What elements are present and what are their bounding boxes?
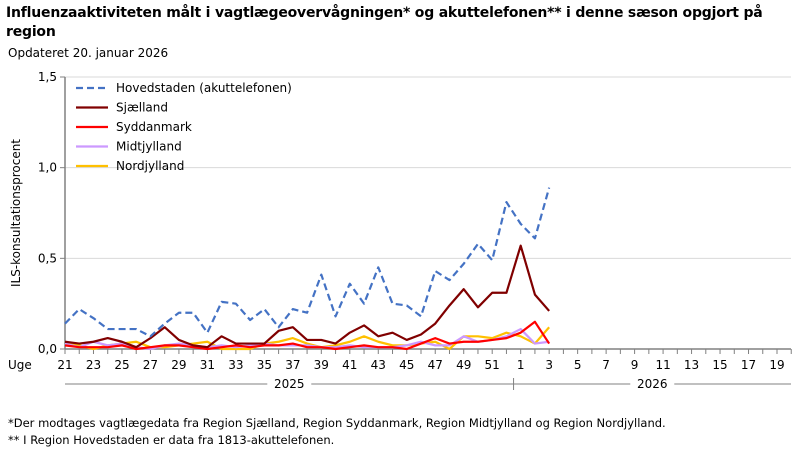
x-tick-label: 11: [655, 358, 670, 372]
y-tick-label: 1,0: [38, 161, 57, 175]
chart-title: Influenzaaktiviteten målt i vagtlægeover…: [6, 5, 763, 40]
x-tick-label: 39: [314, 358, 329, 372]
x-tick-label: 23: [86, 358, 101, 372]
x-tick-label: 27: [143, 358, 158, 372]
x-tick-label: 25: [114, 358, 129, 372]
series-line-nordjylland: [64, 326, 550, 351]
year-label: 2026: [637, 377, 668, 391]
x-tick-label: 17: [741, 358, 756, 372]
series-line-hovedstaden: [64, 187, 551, 338]
x-tick-label: 43: [371, 358, 386, 372]
legend-label: Nordjylland: [116, 159, 184, 173]
x-tick-label: 33: [228, 358, 243, 372]
x-tick-label: 31: [200, 358, 215, 372]
x-tick-label: 37: [285, 358, 300, 372]
x-tick-label: 13: [684, 358, 699, 372]
x-tick-label: 9: [631, 358, 639, 372]
year-label-bg: [267, 376, 312, 392]
y-tick-label: 1,5: [38, 70, 57, 84]
x-tick-label: 5: [574, 358, 582, 372]
x-tick-label: 3: [545, 358, 553, 372]
x-tick-label: 49: [456, 358, 471, 372]
legend-label: Sjælland: [116, 101, 168, 115]
x-tick-label: 47: [428, 358, 443, 372]
series-line-sjælland: [64, 244, 550, 349]
x-tick-label: 15: [712, 358, 727, 372]
y-tick-label: 0,0: [38, 342, 57, 356]
y-tick-label: 0,5: [38, 251, 57, 265]
year-label: 2025: [274, 377, 305, 391]
legend-label: Hovedstaden (akuttelefonen): [116, 81, 292, 95]
x-tick-label: 1: [517, 358, 525, 372]
x-tick-label: 7: [602, 358, 610, 372]
x-tick-label: 21: [57, 358, 72, 372]
x-tick-label: 29: [171, 358, 186, 372]
legend-label: Midtjylland: [116, 140, 182, 154]
legend-label: Syddanmark: [116, 120, 192, 134]
x-tick-label: 51: [485, 358, 500, 372]
footnote-2: ** I Region Hovedstaden er data fra 1813…: [8, 433, 335, 447]
year-label-bg: [630, 376, 675, 392]
x-tick-label: 19: [769, 358, 784, 372]
y-axis-label: ILS-konsultationsprocent: [9, 139, 23, 287]
x-axis-prefix: Uge: [8, 358, 32, 372]
x-tick-label: 35: [257, 358, 272, 372]
x-tick-label: 45: [399, 358, 414, 372]
x-tick-label: 41: [342, 358, 357, 372]
chart-subtitle: Opdateret 20. januar 2026: [8, 46, 169, 60]
series-line-syddanmark: [64, 320, 551, 351]
footnote-1: *Der modtages vagtlægedata fra Region Sj…: [8, 416, 666, 430]
